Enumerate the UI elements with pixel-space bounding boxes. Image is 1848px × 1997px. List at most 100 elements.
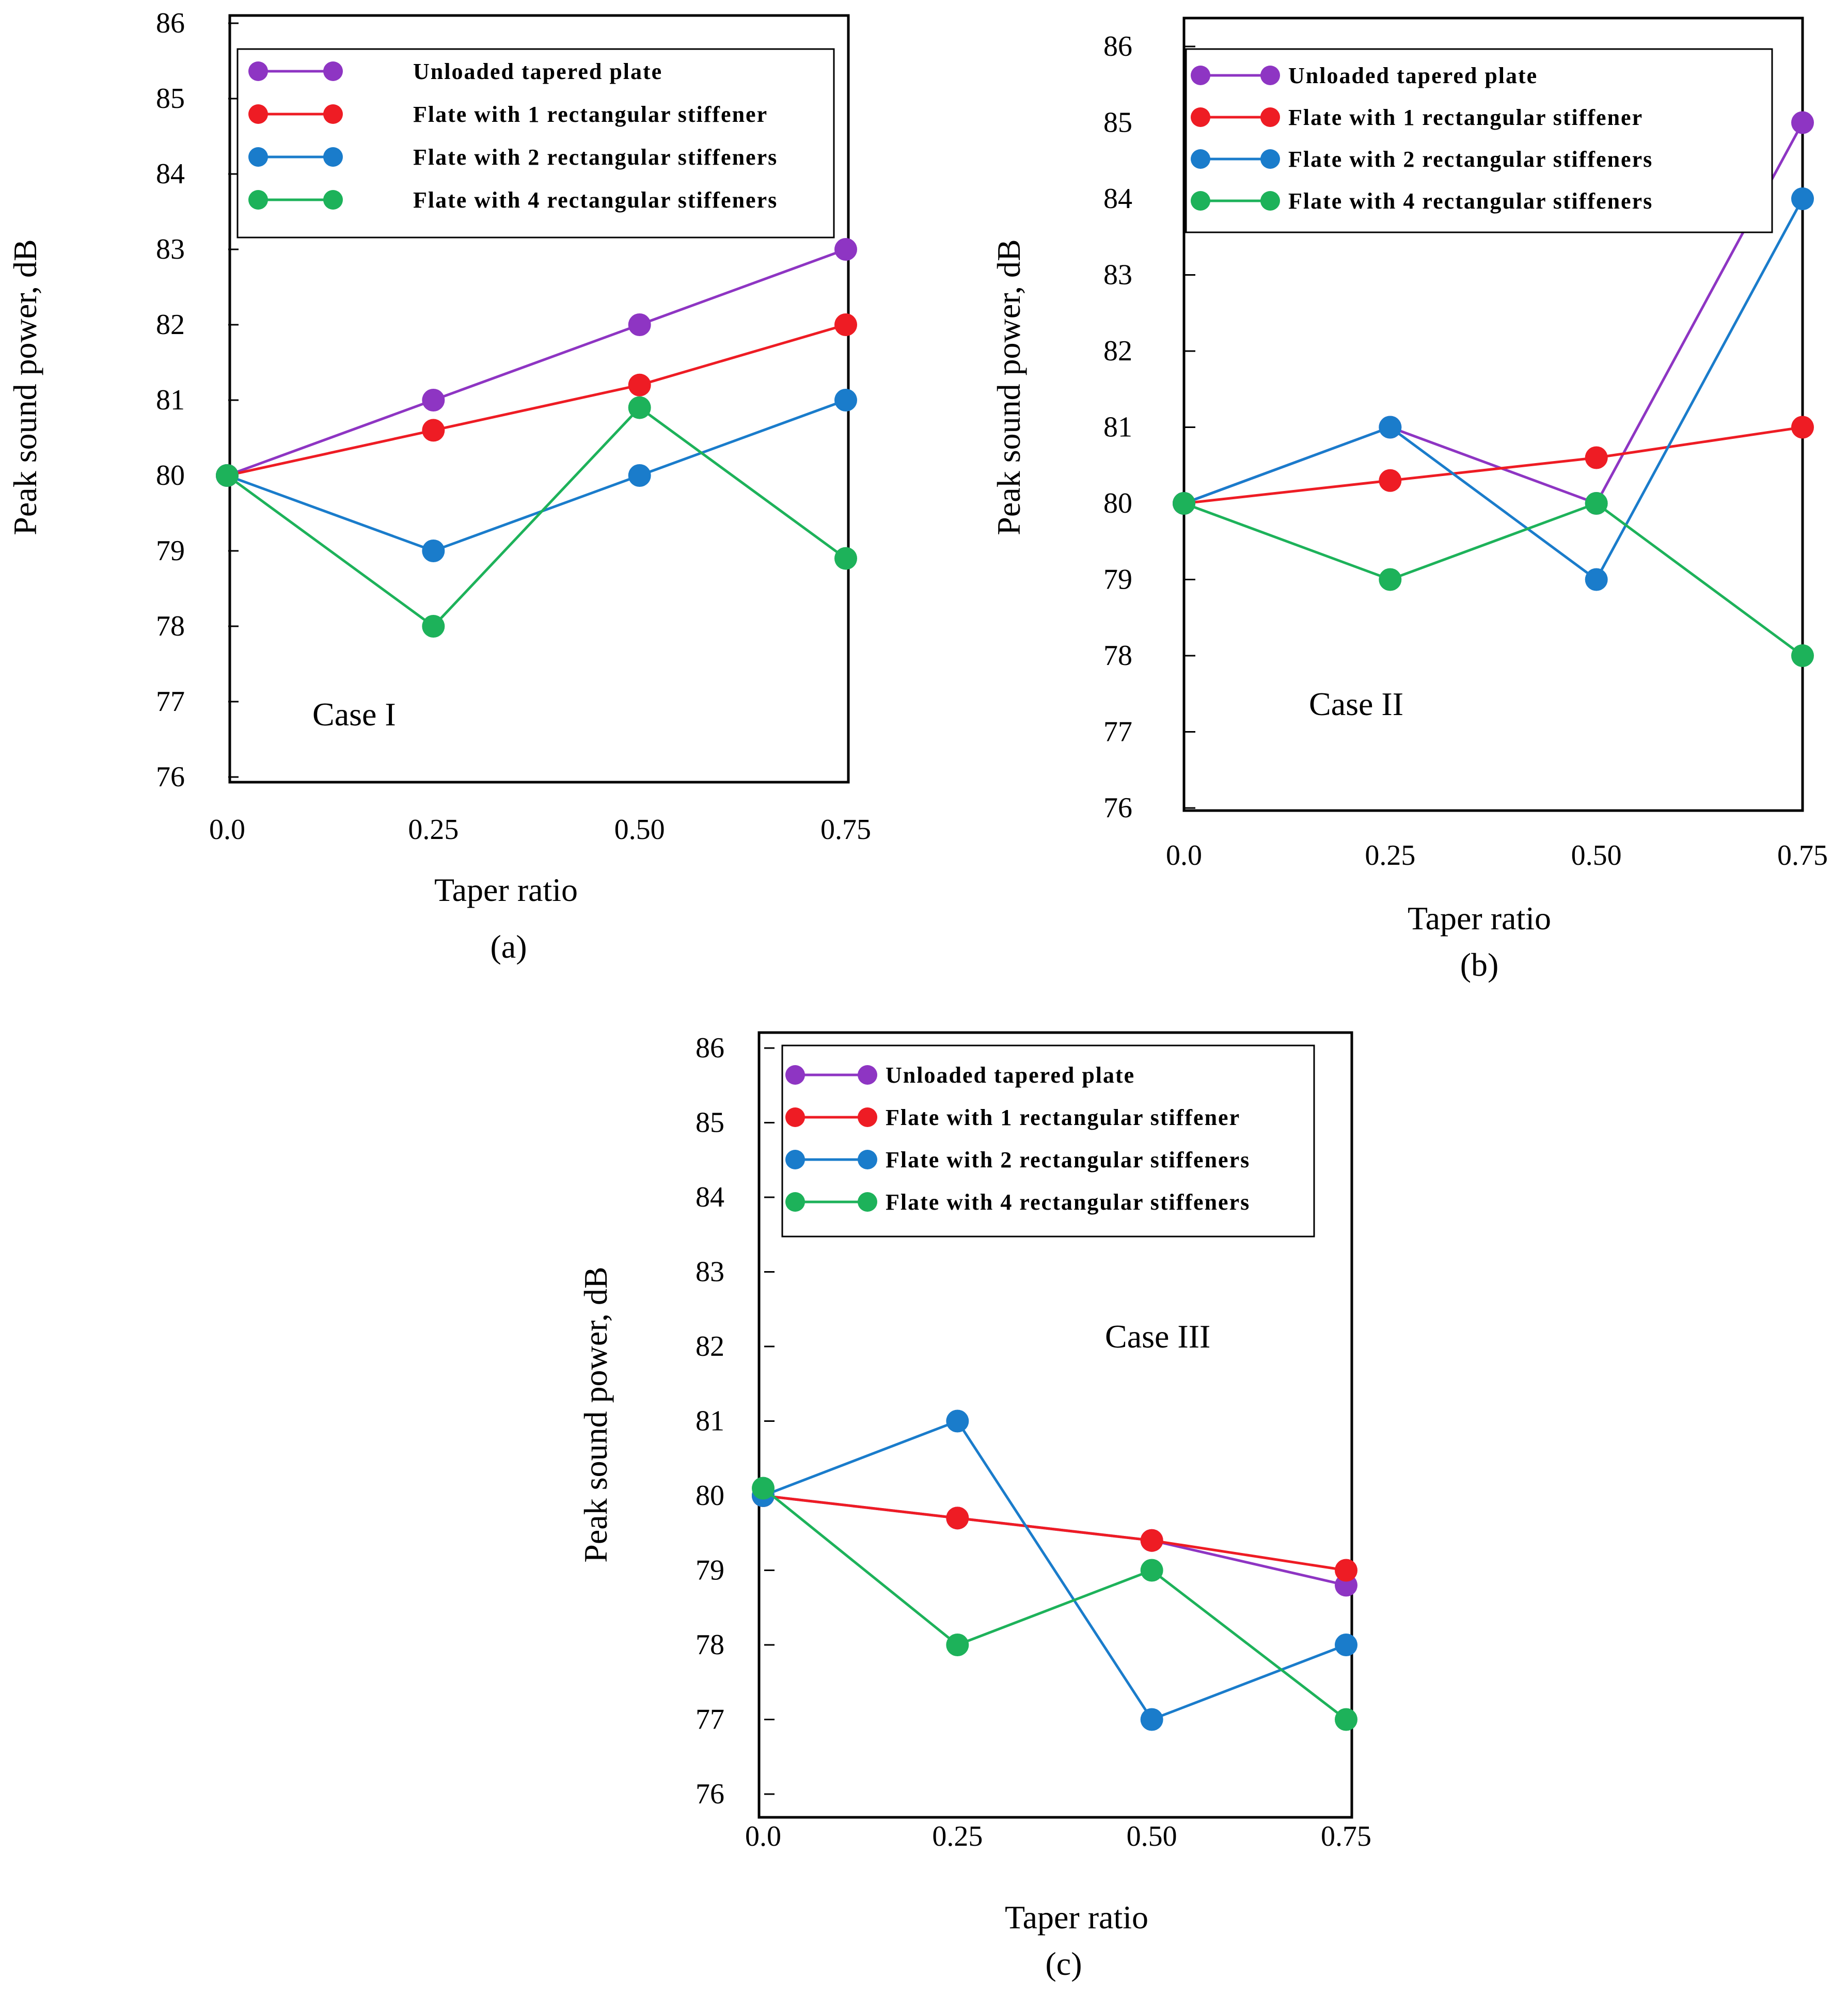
x-tick-label: 0.50	[1127, 1820, 1177, 1852]
series-layer-a	[216, 238, 857, 638]
y-axis-title-b: Peak sound power, dB	[990, 239, 1027, 535]
legend-marker-one-stiffener	[323, 104, 343, 124]
legend-a: Unloaded tapered plate Flate with 1 recta…	[236, 48, 835, 239]
y-tick-label: 79	[1103, 564, 1132, 596]
y-tick-label: 77	[1103, 716, 1132, 748]
x-axis-title-a: Taper ratio	[434, 871, 578, 908]
data-point-two-stiffeners	[628, 464, 651, 487]
y-tick-label: 81	[156, 384, 185, 416]
legend-label-unloaded-tapered-plate: Unloaded tapered plate	[1288, 63, 1538, 88]
data-point-four-stiffeners	[834, 547, 857, 570]
legend-marker-four-stiffeners	[1260, 191, 1280, 211]
data-point-four-stiffeners	[422, 615, 445, 638]
y-tick-label: 76	[1103, 792, 1132, 824]
x-axis-b: 0.0 0.25 0.50 0.75	[1166, 839, 1828, 871]
y-tick-label: 76	[696, 1778, 724, 1810]
series-line-unloaded-tapered-plate	[227, 248, 846, 477]
data-point-two-stiffeners	[1140, 1708, 1163, 1731]
y-tick-label: 78	[696, 1629, 724, 1661]
data-point-unloaded-tapered-plate	[834, 238, 857, 261]
legend-label-unloaded-tapered-plate: Unloaded tapered plate	[413, 59, 662, 84]
y-tick-label: 86	[156, 7, 185, 39]
legend-marker-unloaded-tapered-plate	[248, 61, 268, 81]
series-line-two-stiffeners	[763, 1419, 1347, 1721]
y-tick-label: 82	[696, 1330, 724, 1362]
y-tick-label: 81	[696, 1405, 724, 1437]
y-tick-label: 78	[156, 610, 185, 642]
legend-label-one-stiffener: Flate with 1 rectangular stiffener	[413, 102, 768, 127]
legend-label-two-stiffeners: Flate with 2 rectangular stiffeners	[886, 1147, 1250, 1172]
y-tick-label: 81	[1103, 411, 1132, 443]
data-point-unloaded-tapered-plate	[1791, 111, 1814, 134]
y-tick-label: 84	[696, 1181, 724, 1213]
x-tick-label: 0.25	[1365, 839, 1415, 871]
data-point-two-stiffeners	[1335, 1634, 1357, 1656]
series-line-one-stiffener	[227, 323, 846, 477]
series-layer-b	[1173, 111, 1814, 667]
x-axis-c: 0.0 0.25 0.50 0.75	[745, 1820, 1371, 1852]
y-tick-label: 85	[1103, 107, 1132, 139]
plot-frame-c	[757, 1031, 1353, 1819]
legend-marker-four-stiffeners	[323, 190, 343, 210]
data-point-one-stiffener	[422, 419, 445, 442]
series-line-four-stiffeners	[1183, 502, 1804, 657]
legend-marker-four-stiffeners	[785, 1192, 805, 1212]
series-line-two-stiffeners	[1183, 198, 1804, 582]
series-line-one-stiffener	[1183, 426, 1803, 505]
legend-b: Unloaded tapered plate Flate with 1 recta…	[1185, 48, 1773, 233]
legend-marker-one-stiffener	[858, 1107, 877, 1127]
legend-label-one-stiffener: Flate with 1 rectangular stiffener	[886, 1105, 1240, 1130]
legend-marker-one-stiffener	[248, 104, 268, 124]
data-point-one-stiffener	[1140, 1529, 1163, 1552]
legend-marker-two-stiffeners	[1191, 149, 1210, 169]
case-label-c: Case III	[1105, 1318, 1210, 1355]
data-point-four-stiffeners	[1335, 1708, 1357, 1731]
legend-marker-unloaded-tapered-plate	[858, 1065, 877, 1085]
y-tick-label: 78	[1103, 640, 1132, 672]
y-tick-label: 85	[156, 83, 185, 115]
data-point-one-stiffener	[1379, 469, 1402, 492]
data-point-four-stiffeners	[1585, 492, 1608, 515]
x-tick-label: 0.0	[1166, 839, 1202, 871]
y-tick-label: 77	[156, 686, 185, 718]
y-tick-label: 82	[1103, 335, 1132, 367]
legend-marker-two-stiffeners	[323, 147, 343, 167]
x-tick-label: 0.50	[1571, 839, 1622, 871]
x-axis-a: 0.0 0.25 0.50 0.75	[209, 814, 871, 846]
legend-marker-one-stiffener	[1260, 107, 1280, 127]
data-point-one-stiffener	[1791, 416, 1814, 439]
data-point-unloaded-tapered-plate	[422, 389, 445, 411]
x-tick-label: 0.75	[1777, 839, 1828, 871]
y-axis-b: 76 77 78 79 80 81 82 83 84 85 86	[1103, 30, 1195, 824]
data-point-four-stiffeners	[1379, 568, 1402, 591]
data-point-one-stiffener	[834, 313, 857, 336]
chart-panel-c: 76 77 78 79 80 81 82 83 84 85 86 0.0 0.25 0.50 0.75 T…	[577, 1031, 1371, 1982]
y-axis-a: 76 77 78 79 80 81 82 83 84 85 86	[156, 7, 239, 793]
y-tick-label: 79	[156, 535, 185, 567]
series-line-four-stiffeners	[226, 406, 847, 628]
legend-label-two-stiffeners: Flate with 2 rectangular stiffeners	[413, 145, 778, 170]
data-point-four-stiffeners	[1140, 1559, 1163, 1582]
data-point-two-stiffeners	[946, 1409, 969, 1433]
case-label-b: Case II	[1309, 686, 1403, 722]
y-tick-label: 83	[1103, 259, 1132, 291]
legend-marker-two-stiffeners	[248, 147, 268, 167]
legend-marker-one-stiffener	[1191, 107, 1210, 127]
data-point-one-stiffener	[628, 373, 651, 397]
data-point-one-stiffener	[946, 1507, 969, 1530]
data-point-two-stiffeners	[1585, 568, 1608, 591]
legend-marker-unloaded-tapered-plate	[1191, 66, 1210, 85]
series-line-one-stiffener	[763, 1494, 1347, 1572]
case-label-a: Case I	[312, 696, 396, 733]
chart-panel-a: 76 77 78 79 80 81 82 83 84 85 86 0.0 0.25 0.50 0.75 T…	[7, 7, 871, 965]
legend-c: Unloaded tapered plate Flate with 1 recta…	[781, 1044, 1315, 1238]
y-tick-label: 86	[696, 1032, 724, 1064]
legend-label-four-stiffeners: Flate with 4 rectangular stiffeners	[1288, 188, 1653, 214]
series-line-two-stiffeners	[227, 399, 846, 552]
y-tick-label: 84	[156, 158, 185, 190]
x-tick-label: 0.25	[408, 814, 459, 846]
legend-marker-unloaded-tapered-plate	[1260, 66, 1280, 85]
legend-marker-two-stiffeners	[858, 1150, 877, 1169]
y-tick-label: 82	[156, 309, 185, 341]
